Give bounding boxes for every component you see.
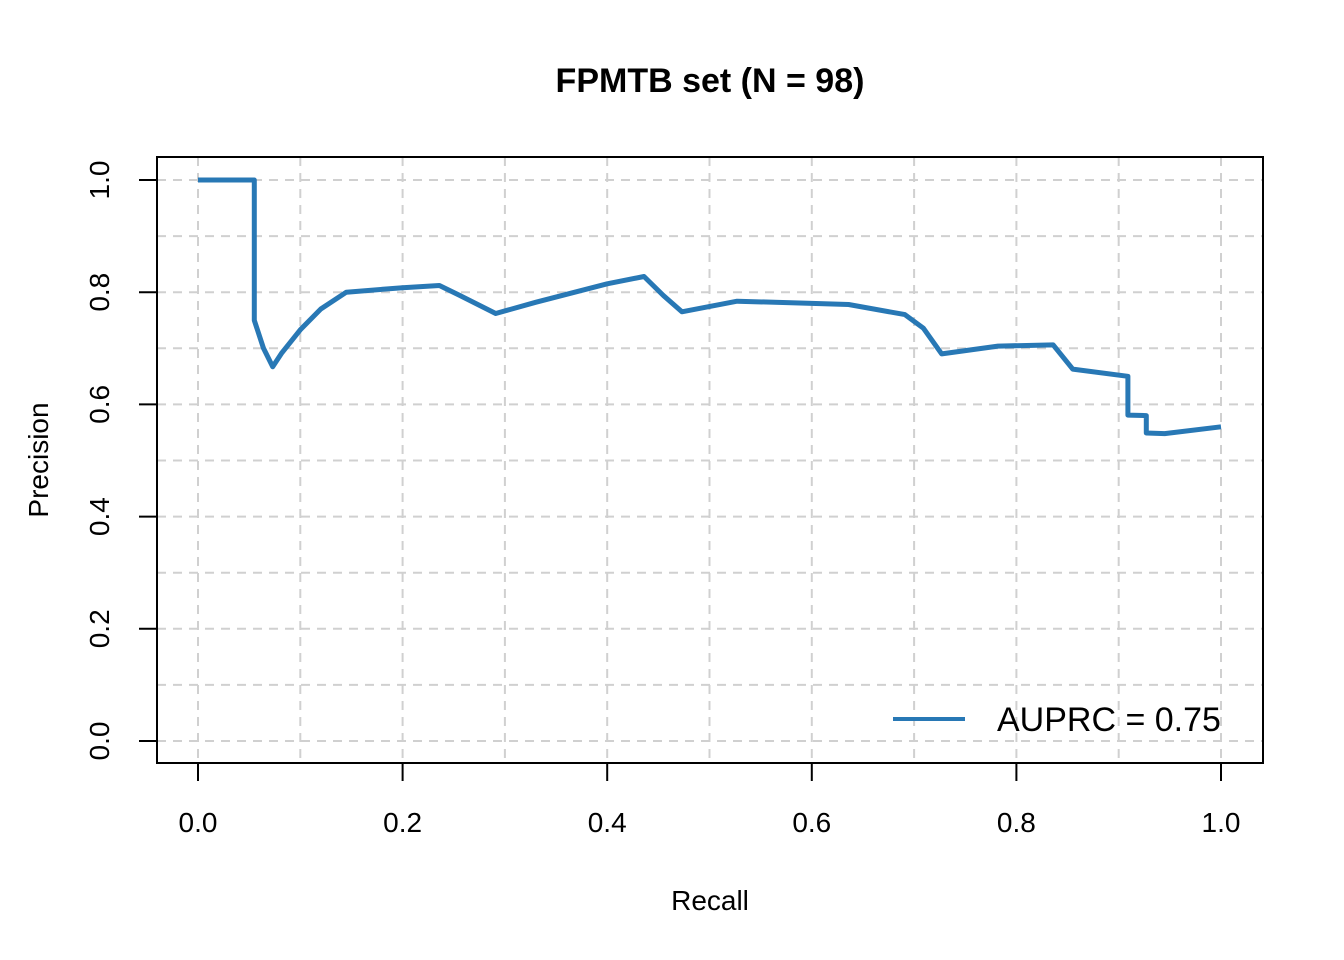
y-tick-label: 0.4 — [84, 497, 115, 536]
legend: AUPRC = 0.75 — [893, 701, 1221, 739]
grid-lines — [157, 157, 1263, 763]
legend-label: AUPRC = 0.75 — [997, 701, 1221, 739]
y-tick-label: 0.0 — [84, 722, 115, 761]
y-axis: 0.0 0.2 0.4 0.6 0.8 1.0 — [84, 161, 158, 761]
y-tick-label: 0.8 — [84, 273, 115, 312]
x-tick-label: 0.0 — [179, 807, 218, 838]
y-tick-label: 0.6 — [84, 385, 115, 424]
y-tick-label: 1.0 — [84, 161, 115, 200]
series-layer — [198, 177, 1222, 437]
x-tick-label: 0.6 — [792, 807, 831, 838]
chart-title: FPMTB set (N = 98) — [556, 62, 865, 100]
x-axis: 0.0 0.2 0.4 0.6 0.8 1.0 — [179, 762, 1241, 838]
series-line — [198, 177, 1222, 437]
x-axis-label: Recall — [671, 885, 749, 916]
x-tick-label: 0.8 — [997, 807, 1036, 838]
y-axis-label: Precision — [23, 402, 54, 517]
x-tick-label: 1.0 — [1202, 807, 1241, 838]
x-tick-label: 0.2 — [383, 807, 422, 838]
y-tick-label: 0.2 — [84, 609, 115, 648]
x-tick-label: 0.4 — [588, 807, 627, 838]
